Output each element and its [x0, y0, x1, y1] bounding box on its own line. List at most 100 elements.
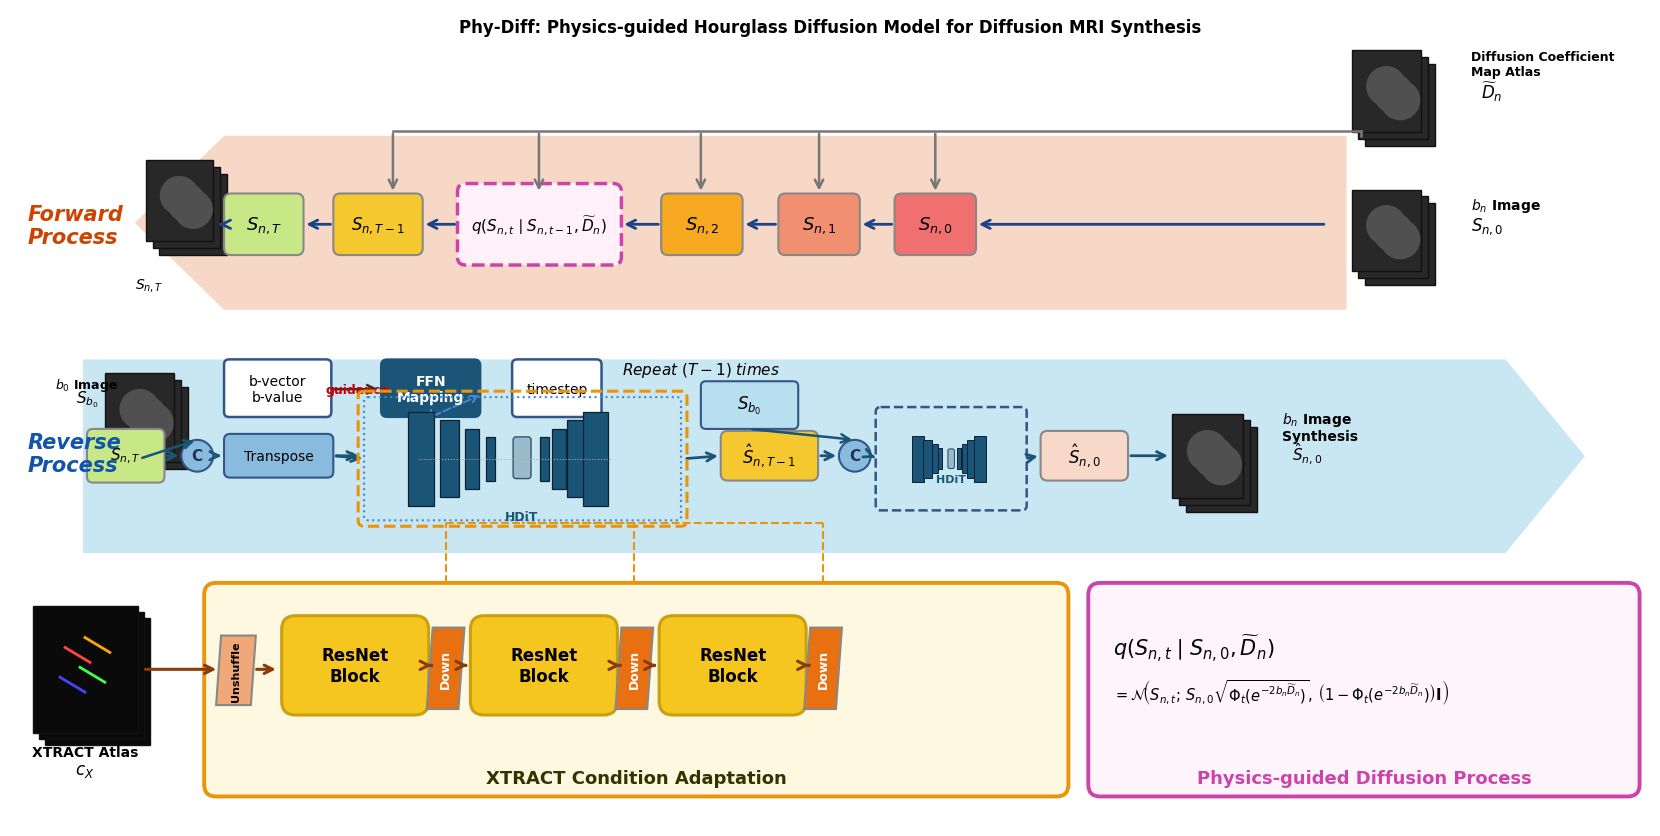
- Text: Down: Down: [817, 649, 830, 688]
- Text: ResNet
Block: ResNet Block: [510, 646, 578, 685]
- Text: Phy-Diff: Physics-guided Hourglass Diffusion Model for Diffusion MRI Synthesis: Phy-Diff: Physics-guided Hourglass Diffu…: [458, 18, 1202, 37]
- Text: b-vector
b-value: b-vector b-value: [249, 375, 307, 405]
- Text: Physics-guided Diffusion Process: Physics-guided Diffusion Process: [1197, 768, 1531, 787]
- Text: Down: Down: [438, 649, 452, 688]
- Bar: [923, 440, 933, 478]
- Circle shape: [1381, 221, 1419, 259]
- Text: $S_{b_0}$: $S_{b_0}$: [737, 395, 762, 416]
- Bar: [1172, 414, 1243, 498]
- Bar: [1351, 51, 1421, 133]
- Text: $\mathit{Repeat}\ (T-1)\ \mathit{times}$: $\mathit{Repeat}\ (T-1)\ \mathit{times}$: [622, 360, 780, 380]
- Polygon shape: [616, 628, 652, 709]
- Text: $S_{n,T-1}$: $S_{n,T-1}$: [352, 215, 405, 235]
- Bar: [961, 445, 968, 474]
- Circle shape: [1381, 82, 1419, 120]
- Text: timestep: timestep: [526, 383, 588, 397]
- Circle shape: [1202, 445, 1242, 485]
- Text: $q(S_{n,t} \mid S_{n,t-1}, \widetilde{D}_n)$: $q(S_{n,t} \mid S_{n,t-1}, \widetilde{D}…: [471, 213, 608, 237]
- Polygon shape: [83, 360, 1585, 553]
- Polygon shape: [134, 137, 1346, 310]
- Circle shape: [174, 191, 212, 229]
- Bar: [153, 167, 221, 249]
- Bar: [974, 436, 986, 482]
- Circle shape: [168, 184, 206, 222]
- FancyBboxPatch shape: [382, 360, 480, 417]
- Bar: [1358, 197, 1428, 278]
- Text: Transpose: Transpose: [244, 449, 314, 463]
- FancyBboxPatch shape: [659, 616, 807, 715]
- Text: $= \mathcal{N}\!\left(S_{n,t};\, S_{n,0}\sqrt{\Phi_t(e^{-2b_n\widetilde{D}_n})},: $= \mathcal{N}\!\left(S_{n,t};\, S_{n,0}…: [1114, 678, 1449, 706]
- Polygon shape: [803, 628, 842, 709]
- Bar: [1366, 65, 1434, 146]
- Text: Map Atlas: Map Atlas: [1471, 66, 1540, 79]
- Text: $\widetilde{D}_n$: $\widetilde{D}_n$: [1481, 80, 1502, 104]
- Text: ResNet
Block: ResNet Block: [699, 646, 767, 685]
- Text: $c_X$: $c_X$: [75, 761, 95, 778]
- Text: XTRACT Atlas: XTRACT Atlas: [32, 745, 138, 759]
- Text: $S_{n,1}$: $S_{n,1}$: [802, 215, 837, 235]
- Circle shape: [1374, 74, 1413, 114]
- Text: $\hat{S}_{n,0}$: $\hat{S}_{n,0}$: [1067, 442, 1101, 470]
- FancyBboxPatch shape: [224, 435, 334, 478]
- Polygon shape: [216, 636, 256, 706]
- Text: Synthesis: Synthesis: [1282, 430, 1358, 443]
- FancyBboxPatch shape: [470, 616, 618, 715]
- Circle shape: [1187, 431, 1227, 472]
- Text: $q(S_{n,t} \mid S_{n,0}, \widetilde{D}_n)$: $q(S_{n,t} \mid S_{n,0}, \widetilde{D}_n…: [1114, 632, 1275, 663]
- Bar: [551, 430, 566, 489]
- FancyBboxPatch shape: [895, 194, 976, 256]
- Circle shape: [120, 390, 159, 429]
- Circle shape: [181, 441, 212, 472]
- Bar: [1185, 428, 1257, 512]
- Circle shape: [1366, 68, 1406, 106]
- Bar: [111, 380, 181, 462]
- Text: Reverse
Process: Reverse Process: [27, 433, 121, 476]
- Text: Forward
Process: Forward Process: [27, 205, 123, 247]
- Text: ResNet
Block: ResNet Block: [322, 646, 388, 685]
- Bar: [465, 430, 480, 489]
- FancyBboxPatch shape: [948, 450, 954, 469]
- Bar: [440, 421, 460, 498]
- Text: $b_n$ Image: $b_n$ Image: [1282, 410, 1351, 429]
- Text: $\hat{S}_{n,0}$: $\hat{S}_{n,0}$: [1291, 441, 1321, 466]
- FancyBboxPatch shape: [701, 382, 798, 430]
- FancyBboxPatch shape: [513, 360, 601, 417]
- Bar: [931, 445, 938, 474]
- Text: Unshuffle: Unshuffle: [231, 640, 241, 701]
- FancyBboxPatch shape: [334, 194, 423, 256]
- Bar: [583, 412, 609, 507]
- Text: $S_{b_0}$: $S_{b_0}$: [76, 390, 98, 410]
- Text: $S_{n,T}$: $S_{n,T}$: [246, 215, 282, 235]
- FancyBboxPatch shape: [1041, 431, 1129, 481]
- FancyBboxPatch shape: [661, 194, 742, 256]
- Bar: [408, 412, 433, 507]
- Bar: [1179, 421, 1250, 505]
- Circle shape: [838, 441, 872, 472]
- Circle shape: [1195, 438, 1235, 478]
- Bar: [33, 606, 138, 733]
- Text: Diffusion Coefficient: Diffusion Coefficient: [1471, 51, 1614, 64]
- Text: C: C: [191, 449, 203, 464]
- Bar: [105, 374, 174, 456]
- FancyBboxPatch shape: [282, 616, 428, 715]
- Polygon shape: [427, 628, 465, 709]
- Circle shape: [128, 397, 166, 436]
- Text: $S_{n,0}$: $S_{n,0}$: [918, 215, 953, 235]
- FancyBboxPatch shape: [224, 360, 332, 417]
- FancyBboxPatch shape: [1089, 584, 1640, 797]
- Bar: [120, 388, 188, 469]
- FancyBboxPatch shape: [86, 430, 164, 483]
- Bar: [1351, 191, 1421, 272]
- FancyBboxPatch shape: [224, 194, 304, 256]
- Bar: [913, 436, 925, 482]
- Bar: [938, 449, 943, 470]
- Text: $\hat{S}_{n,T-1}$: $\hat{S}_{n,T-1}$: [742, 442, 797, 470]
- Bar: [486, 437, 495, 481]
- Bar: [159, 175, 227, 256]
- Bar: [1358, 59, 1428, 140]
- Bar: [958, 449, 961, 470]
- Text: C: C: [850, 449, 860, 464]
- Text: $S_{n,0}$: $S_{n,0}$: [1471, 216, 1504, 237]
- Text: $S_{n,T}$: $S_{n,T}$: [134, 277, 164, 294]
- Text: HDiT: HDiT: [936, 474, 966, 484]
